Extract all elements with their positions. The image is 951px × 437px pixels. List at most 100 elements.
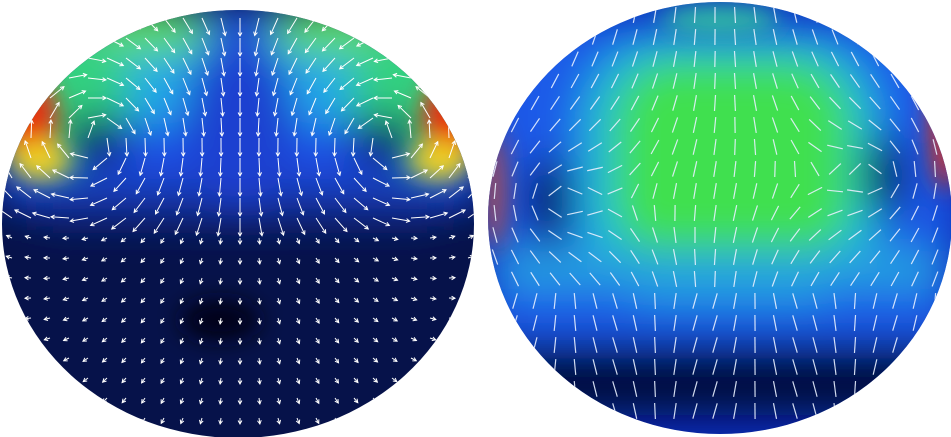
vector [12,31,29,38]
vector [412,378,416,381]
vector [533,381,537,397]
vector [335,418,338,423]
vector [934,381,935,397]
vector [6,316,10,320]
vector [412,16,416,20]
vector [873,403,877,419]
vector [393,38,411,39]
vector [12,83,22,98]
vector [470,417,474,421]
vector [25,378,31,380]
vector [6,276,10,280]
vector [852,7,857,22]
vector [357,23,361,26]
vector [468,141,473,158]
vector [45,397,49,400]
vector [44,358,50,360]
vector [12,120,13,138]
vector [31,51,47,58]
vector [69,18,87,21]
vector [470,316,474,320]
vector [431,14,435,18]
vector [449,418,454,421]
vector [64,418,69,422]
vector [83,18,87,22]
vector [3,163,6,167]
vector [593,7,597,22]
vector [468,358,474,359]
vector [6,141,10,145]
vector [470,296,474,300]
vector [932,51,937,66]
vector [6,358,12,359]
vector [893,7,898,22]
vector [392,398,397,402]
vector [451,31,468,38]
vector [655,403,656,419]
vector [513,359,518,374]
vector [44,32,48,36]
vector [25,30,29,34]
vector [431,397,435,400]
vector [912,29,917,44]
vector [375,40,379,44]
vector [64,398,69,401]
vector [493,7,497,23]
vector [492,118,498,133]
vector [411,418,416,422]
vector [31,33,48,38]
vector [12,13,29,18]
vector [513,7,517,22]
vector [373,418,377,422]
vector [912,52,918,67]
vector [83,37,87,41]
vector [715,73,716,89]
vector [136,25,140,29]
vector [35,101,39,105]
vector [451,397,455,401]
vector [50,70,66,78]
vector [122,419,126,423]
vector [892,30,898,45]
vector [433,51,449,58]
vector [12,48,27,58]
vector [6,398,12,400]
vector [512,74,518,89]
vector [455,66,468,78]
vector [64,398,68,402]
vector [84,418,88,422]
vector [468,418,474,420]
vector [451,12,455,16]
vector [449,378,455,380]
vector [451,337,455,341]
vector [432,32,436,36]
vector [655,315,656,331]
vector [532,29,537,44]
vector [513,29,518,44]
vector [934,359,935,375]
vector [613,7,617,23]
vector [470,141,474,145]
vector [872,7,877,22]
vector [470,377,474,381]
vector [6,336,10,340]
vector [354,419,358,423]
vector [934,403,935,419]
vector [31,68,46,78]
vector [468,277,474,278]
flow-images [0,0,951,437]
vector [45,418,49,421]
vector [477,185,481,189]
vector [934,315,935,331]
vector [6,417,10,421]
vector [449,398,455,400]
vector [64,418,68,422]
left-flow-image [0,0,483,437]
vector [101,40,105,44]
vector [393,18,397,22]
vector [43,50,47,53]
vector [695,249,696,265]
vector [6,378,12,379]
vector [26,418,31,421]
vector [25,338,31,339]
